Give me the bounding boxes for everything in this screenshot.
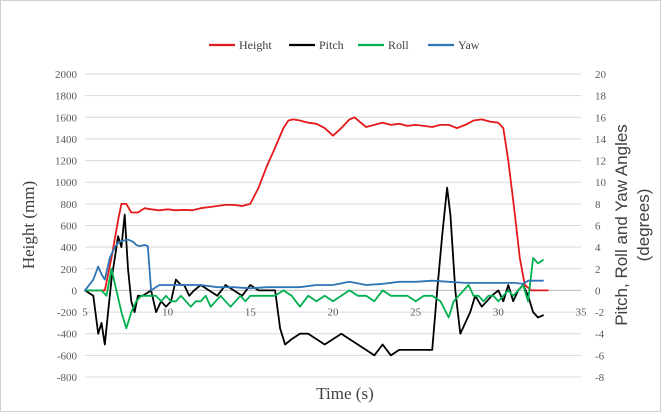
y2-tick-label: -4 — [595, 329, 605, 341]
series-line-roll — [84, 257, 544, 330]
x-tick-label: 30 — [493, 306, 505, 318]
y2-tick-label: -2 — [595, 307, 604, 319]
y-tick-label: 400 — [61, 242, 78, 254]
y2-tick-label: 12 — [595, 156, 606, 168]
y-tick-label: 600 — [61, 221, 78, 233]
x-tick-label: 35 — [576, 306, 588, 318]
x-tick-label: 20 — [328, 306, 340, 318]
y-tick-label: 0 — [72, 285, 78, 297]
x-tick-label: 10 — [162, 306, 174, 318]
y-tick-label: 1400 — [55, 134, 78, 146]
y-tick-label: -200 — [57, 307, 78, 319]
x-tick-label: 5 — [82, 306, 88, 318]
y2-tick-label: 4 — [595, 242, 601, 254]
y-tick-label: 200 — [61, 264, 78, 276]
legend-label-roll: Roll — [388, 38, 409, 52]
y-tick-label: -400 — [57, 329, 78, 341]
y-tick-label: -600 — [57, 350, 78, 362]
series-line-height — [84, 116, 549, 292]
y-tick-label: -800 — [57, 372, 78, 384]
series-lines — [84, 116, 549, 357]
y2-tick-label: 8 — [595, 199, 601, 211]
y2-axis-title-line2: (degrees) — [634, 189, 653, 262]
y2-tick-label: 18 — [595, 91, 607, 103]
series-line-yaw — [84, 238, 544, 292]
tick-labels: -800-600-400-200020040060080010001200140… — [55, 69, 607, 384]
legend-label-yaw: Yaw — [458, 38, 480, 52]
legend-label-pitch: Pitch — [319, 38, 344, 52]
y2-tick-label: 0 — [595, 285, 601, 297]
y2-tick-label: 6 — [595, 221, 601, 233]
gridlines — [85, 73, 581, 378]
y-axis-title: Height (mm) — [19, 181, 38, 269]
y2-tick-label: -8 — [595, 372, 605, 384]
y-tick-label: 1800 — [55, 91, 78, 103]
y2-tick-label: 16 — [595, 112, 607, 124]
y-tick-label: 1200 — [55, 156, 78, 168]
legend-label-height: Height — [239, 38, 272, 52]
y-tick-label: 2000 — [55, 69, 78, 81]
y2-tick-label: -6 — [595, 350, 605, 362]
x-tick-label: 15 — [245, 306, 257, 318]
legend: Height Pitch Roll Yaw — [209, 38, 480, 52]
y-tick-label: 1000 — [55, 177, 78, 189]
y-tick-label: 1600 — [55, 112, 78, 124]
y-tick-label: 800 — [61, 199, 78, 211]
y2-tick-label: 10 — [595, 177, 607, 189]
y2-tick-label: 2 — [595, 264, 601, 276]
series-line-pitch — [84, 186, 544, 357]
y2-tick-label: 20 — [595, 69, 607, 81]
y2-axis-title-line1: Pitch, Roll and Yaw Angles — [612, 124, 631, 326]
x-tick-label: 25 — [410, 306, 422, 318]
x-axis-title: Time (s) — [316, 384, 373, 403]
y2-tick-label: 14 — [595, 134, 607, 146]
